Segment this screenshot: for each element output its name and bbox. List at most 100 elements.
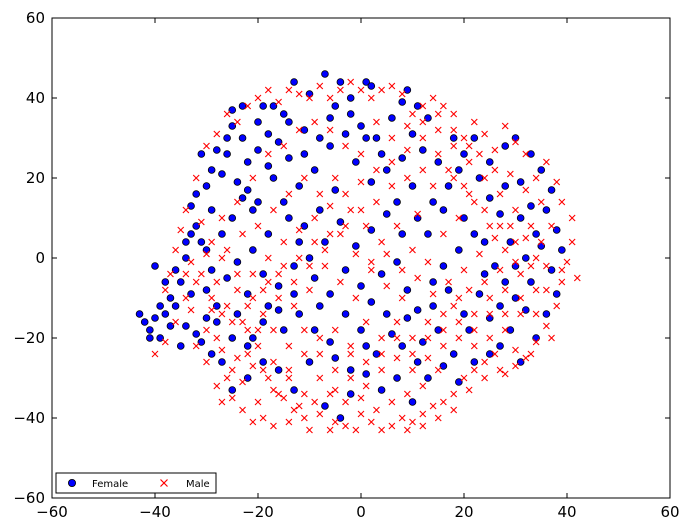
male-point — [316, 374, 324, 382]
female-point — [259, 318, 267, 326]
male-point — [465, 142, 473, 150]
male-point — [182, 206, 190, 214]
female-point — [408, 130, 417, 138]
female-point — [455, 378, 463, 386]
female-point — [254, 146, 262, 154]
male-point — [285, 190, 293, 198]
male-point — [367, 258, 375, 266]
male-point — [347, 374, 355, 382]
male-point — [270, 386, 277, 394]
male-point — [316, 82, 324, 90]
male-point — [244, 350, 252, 358]
male-point — [223, 374, 231, 382]
female-point — [243, 342, 252, 350]
female-point — [238, 194, 247, 202]
male-point — [388, 422, 396, 430]
male-point — [388, 158, 396, 166]
male-point — [357, 206, 365, 214]
male-point — [506, 222, 514, 230]
female-point — [418, 338, 427, 346]
female-point — [377, 270, 386, 278]
female-point — [460, 214, 468, 222]
female-point — [413, 306, 422, 314]
male-point — [347, 78, 355, 86]
male-point — [455, 294, 463, 302]
male-point — [203, 142, 210, 150]
female-point — [485, 158, 494, 166]
male-point — [177, 226, 185, 234]
female-point — [547, 186, 556, 194]
male-point — [481, 278, 488, 286]
male-point — [192, 278, 200, 286]
male-point — [548, 222, 555, 230]
male-point — [486, 310, 494, 318]
female-point — [362, 134, 370, 142]
male-point — [553, 178, 561, 186]
legend-box — [55, 472, 217, 494]
female-point — [326, 290, 334, 298]
male-point — [378, 350, 385, 358]
male-point — [172, 318, 179, 326]
male-point — [161, 338, 169, 346]
x-tick-label: −20 — [242, 503, 274, 521]
female-point — [202, 182, 211, 190]
male-point — [393, 318, 401, 326]
female-point — [187, 202, 195, 210]
female-point — [455, 246, 463, 254]
male-point — [450, 302, 458, 310]
male-point — [434, 150, 442, 158]
male-point — [532, 310, 540, 318]
male-point — [275, 98, 282, 106]
female-point — [305, 358, 314, 366]
female-point — [166, 322, 175, 330]
female-point — [321, 70, 329, 78]
male-point — [239, 318, 246, 326]
female-point — [264, 302, 273, 310]
male-point — [491, 146, 499, 154]
male-point — [543, 158, 550, 166]
female-point — [207, 166, 216, 174]
male-point — [455, 318, 463, 326]
female-point — [496, 210, 504, 218]
male-point — [543, 262, 550, 270]
male-point — [527, 222, 535, 230]
female-point — [331, 186, 340, 194]
female-point — [346, 94, 355, 102]
male-point — [532, 338, 540, 346]
female-point — [357, 326, 365, 334]
male-point — [486, 294, 494, 302]
female-point — [444, 286, 453, 294]
female-point — [197, 338, 206, 346]
female-point — [243, 186, 252, 194]
male-point — [548, 334, 555, 342]
female-point — [336, 218, 345, 226]
male-point — [197, 270, 205, 278]
female-point — [228, 386, 237, 394]
male-point — [239, 230, 246, 238]
female-point — [228, 214, 237, 222]
female-point — [274, 366, 283, 374]
female-point — [264, 130, 273, 138]
male-point — [234, 270, 241, 278]
male-point — [254, 326, 262, 334]
female-point — [213, 302, 221, 310]
female-point — [243, 290, 252, 298]
female-point — [310, 326, 319, 334]
male-point — [357, 178, 365, 186]
male-point — [337, 230, 344, 238]
male-point — [424, 258, 432, 266]
female-point — [187, 290, 195, 298]
female-point — [501, 142, 510, 150]
female-point — [485, 194, 494, 202]
female-point — [480, 270, 489, 278]
male-point — [259, 286, 267, 294]
male-point — [172, 246, 179, 254]
male-point — [295, 226, 303, 234]
male-point — [512, 238, 519, 246]
female-point — [300, 150, 309, 158]
female-point — [161, 278, 170, 286]
female-point — [243, 374, 252, 382]
male-point — [532, 174, 540, 182]
male-point — [362, 382, 370, 390]
female-point — [207, 350, 216, 358]
